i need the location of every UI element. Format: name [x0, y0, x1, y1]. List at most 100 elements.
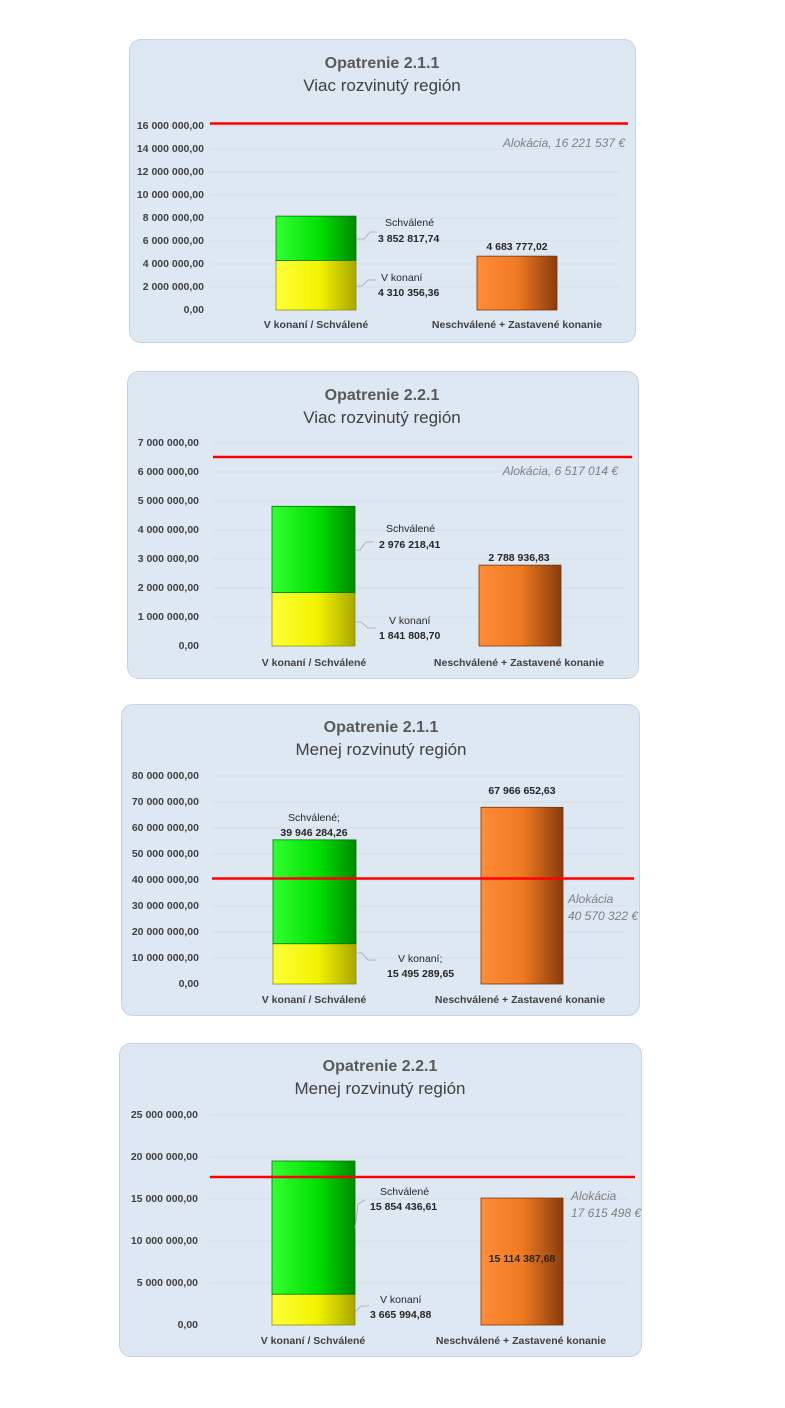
- bar-v-konani: [271, 592, 356, 647]
- y-tick-label: 60 000 000,00: [132, 822, 199, 834]
- data-label-schvalene-name: Schválené;: [288, 812, 340, 824]
- bar-v-konani: [272, 943, 357, 985]
- chart-title: Opatrenie 2.1.1: [324, 719, 439, 736]
- data-label-v-konani-name: V konaní: [380, 1294, 422, 1306]
- y-tick-label: 10 000 000,00: [132, 952, 199, 964]
- bar-v-konani: [275, 260, 357, 311]
- chart-title: Opatrenie 2.1.1: [325, 55, 440, 72]
- y-tick-label: 2 000 000,00: [143, 281, 204, 293]
- x-category-label: Neschválené + Zastavené konanie: [435, 994, 605, 1006]
- y-tick-label: 6 000 000,00: [143, 235, 204, 247]
- allocation-label: Alokácia, 16 221 537 €: [502, 136, 626, 150]
- data-label-neschvalene-value: 2 788 936,83: [488, 552, 549, 564]
- y-tick-label: 70 000 000,00: [132, 796, 199, 808]
- chart-panel-3: Opatrenie 2.1.1 Menej rozvinutý región 0…: [121, 704, 640, 1016]
- y-axis-ticks: 0,00 10 000 000,00 20 000 000,00 30 000 …: [132, 770, 199, 990]
- x-category-label: Neschválené + Zastavené konanie: [434, 657, 604, 669]
- label-leader-line: [355, 621, 376, 629]
- y-tick-label: 7 000 000,00: [138, 437, 199, 449]
- allocation-value: 40 570 322 €: [568, 909, 639, 923]
- label-leader-line: [356, 952, 376, 961]
- bar-schvalene: [275, 215, 357, 261]
- allocation-label: Alokácia, 6 517 014 €: [502, 464, 620, 478]
- x-category-label: Neschválené + Zastavené konanie: [432, 319, 602, 331]
- bar-neschvalene: [478, 564, 562, 647]
- y-tick-label: 16 000 000,00: [137, 120, 204, 132]
- data-label-v-konani-value: 4 310 356,36: [378, 287, 439, 299]
- data-label-v-konani-name: V konaní;: [398, 953, 442, 965]
- y-tick-label: 5 000 000,00: [138, 495, 199, 507]
- bar-neschvalene: [480, 1197, 564, 1326]
- allocation-label: Alokácia: [570, 1189, 617, 1203]
- data-label-schvalene-name: Schválené: [386, 523, 435, 535]
- x-category-label: V konaní / Schválené: [264, 319, 369, 331]
- y-tick-label: 5 000 000,00: [137, 1277, 198, 1289]
- x-category-label: V konaní / Schválené: [262, 994, 367, 1006]
- chart-subtitle: Menej rozvinutý región: [294, 1079, 465, 1098]
- data-label-v-konani-name: V konaní: [389, 615, 431, 627]
- data-label-schvalene-value: 3 852 817,74: [378, 233, 439, 245]
- chart-title: Opatrenie 2.2.1: [325, 387, 440, 404]
- y-tick-label: 6 000 000,00: [138, 466, 199, 478]
- chart-1: Opatrenie 2.1.1 Viac rozvinutý región 0,…: [137, 55, 628, 331]
- y-tick-label: 40 000 000,00: [132, 874, 199, 886]
- allocation-label: Alokácia: [567, 892, 614, 906]
- chart-2: Opatrenie 2.2.1 Viac rozvinutý región 0,…: [138, 387, 632, 669]
- y-tick-label: 10 000 000,00: [131, 1235, 198, 1247]
- label-leader-line: [354, 1305, 369, 1313]
- y-tick-label: 4 000 000,00: [138, 524, 199, 536]
- y-tick-label: 25 000 000,00: [131, 1109, 198, 1121]
- chart-3: Opatrenie 2.1.1 Menej rozvinutý región 0…: [132, 719, 639, 1006]
- data-label-schvalene-name: Schválené: [380, 1186, 429, 1198]
- y-tick-label: 10 000 000,00: [137, 189, 204, 201]
- x-category-label: V konaní / Schválené: [262, 657, 367, 669]
- x-category-label: Neschválené + Zastavené konanie: [436, 1335, 606, 1347]
- chart-panel-2: Opatrenie 2.2.1 Viac rozvinutý región 0,…: [127, 371, 639, 679]
- y-tick-label: 2 000 000,00: [138, 582, 199, 594]
- bar-v-konani: [271, 1293, 356, 1326]
- y-tick-label: 30 000 000,00: [132, 900, 199, 912]
- data-label-neschvalene-value: 15 114 387,68: [489, 1253, 556, 1265]
- bar-schvalene: [271, 1160, 356, 1295]
- y-axis-ticks: 0,00 1 000 000,00 2 000 000,00 3 000 000…: [138, 437, 199, 652]
- label-leader-line: [354, 1199, 366, 1229]
- y-tick-label: 80 000 000,00: [132, 770, 199, 782]
- y-axis-ticks: 0,00 2 000 000,00 4 000 000,00 6 000 000…: [137, 120, 204, 316]
- y-tick-label: 15 000 000,00: [131, 1193, 198, 1205]
- data-label-neschvalene-value: 4 683 777,02: [486, 241, 547, 253]
- data-label-v-konani-value: 15 495 289,65: [387, 968, 454, 980]
- y-tick-label: 14 000 000,00: [137, 143, 204, 155]
- data-label-schvalene-name: Schválené: [385, 217, 434, 229]
- data-label-schvalene-value: 39 946 284,26: [280, 827, 347, 839]
- y-tick-label: 3 000 000,00: [138, 553, 199, 565]
- chart-subtitle: Viac rozvinutý región: [303, 408, 461, 427]
- data-label-neschvalene-value: 67 966 652,63: [488, 785, 555, 797]
- y-tick-label: 0,00: [178, 1319, 199, 1331]
- chart-subtitle: Menej rozvinutý región: [295, 740, 466, 759]
- y-tick-label: 20 000 000,00: [131, 1151, 198, 1163]
- bar-schvalene: [271, 505, 356, 593]
- y-tick-label: 20 000 000,00: [132, 926, 199, 938]
- y-tick-label: 4 000 000,00: [143, 258, 204, 270]
- y-tick-label: 1 000 000,00: [138, 611, 199, 623]
- data-label-v-konani-value: 1 841 808,70: [379, 630, 440, 642]
- chart-subtitle: Viac rozvinutý región: [303, 76, 461, 95]
- label-leader-line: [355, 541, 374, 551]
- label-leader-line: [356, 279, 376, 287]
- data-label-v-konani-value: 3 665 994,88: [370, 1309, 431, 1321]
- chart-4: Opatrenie 2.2.1 Menej rozvinutý región 0…: [131, 1058, 641, 1347]
- bar-neschvalene: [476, 255, 558, 311]
- chart-panel-1: Opatrenie 2.1.1 Viac rozvinutý región 0,…: [129, 39, 636, 343]
- data-label-v-konani-name: V konaní: [381, 272, 423, 284]
- allocation-value: 17 615 498 €: [571, 1206, 641, 1220]
- y-tick-label: 0,00: [179, 640, 200, 652]
- y-tick-label: 0,00: [179, 978, 200, 990]
- y-tick-label: 12 000 000,00: [137, 166, 204, 178]
- chart-title: Opatrenie 2.2.1: [323, 1058, 438, 1075]
- bar-neschvalene: [480, 806, 564, 985]
- bar-schvalene: [272, 839, 357, 945]
- y-tick-label: 0,00: [184, 304, 205, 316]
- data-label-schvalene-value: 2 976 218,41: [379, 539, 440, 551]
- x-category-label: V konaní / Schválené: [261, 1335, 366, 1347]
- data-label-schvalene-value: 15 854 436,61: [370, 1201, 437, 1213]
